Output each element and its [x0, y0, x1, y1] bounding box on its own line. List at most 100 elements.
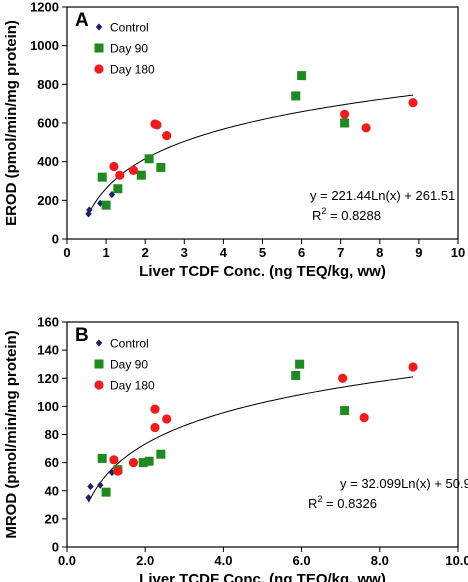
- data-point: [85, 210, 92, 218]
- data-point: [338, 373, 348, 383]
- series-circle: [109, 98, 418, 180]
- data-point: [291, 370, 301, 380]
- y-tick-label: 40: [45, 483, 59, 498]
- chart-panel-a: 0 1 2 3 4 5 6 7 8 9 10 0 200 400 600 800 1000 1200 Liver T…: [3, 0, 465, 280]
- data-point: [408, 362, 418, 372]
- data-point: [87, 482, 94, 491]
- y-tick-label: 60: [45, 455, 59, 470]
- legend-label: Control: [110, 21, 149, 35]
- x-axis-title: Liver TCDF Conc. (ng TEQ/kg, ww): [139, 263, 386, 280]
- legend-label: Day 90: [110, 42, 148, 56]
- legend-marker: [94, 43, 104, 53]
- chart-panel-b: 0.0 2.0 4.0 6.0 8.0 10.0 0 20 40 60 80 100 120 140 160…: [3, 315, 468, 582]
- x-tick-label: 0.0: [58, 553, 76, 568]
- y-tick-label: 1200: [30, 0, 59, 15]
- x-tick-label: 4: [220, 245, 228, 260]
- y-tick-label: 140: [37, 343, 59, 358]
- x-tick-label: 2: [142, 245, 149, 260]
- y-axis-title: MROD (pmol/min/mg protein): [3, 330, 20, 538]
- legend-label: Day 180: [110, 379, 155, 393]
- regression-equation: y = 221.44Ln(x) + 261.51: [310, 188, 455, 203]
- r-squared-superscript: 2: [317, 494, 322, 504]
- data-point: [113, 466, 123, 476]
- data-point: [144, 154, 154, 164]
- data-point: [109, 161, 119, 172]
- x-tick-label: 3: [181, 245, 188, 260]
- y-tick-label: 800: [37, 77, 59, 92]
- data-point: [291, 91, 301, 101]
- y-tick-label: 120: [37, 371, 59, 386]
- legend: Control Day 90 Day 180: [94, 21, 155, 77]
- x-tick-label: 4.0: [214, 553, 232, 568]
- series-diamond: [85, 468, 116, 502]
- data-point: [144, 456, 154, 466]
- x-tick-label: 10: [451, 245, 465, 260]
- data-point: [408, 98, 418, 108]
- legend-label: Day 180: [110, 63, 155, 77]
- r-squared-superscript: 2: [321, 206, 326, 216]
- data-point: [297, 71, 307, 81]
- x-tick-label: 10.0: [445, 553, 468, 568]
- data-point: [162, 130, 172, 141]
- x-tick-label: 5: [259, 245, 266, 260]
- regression-equation: y = 32.099Ln(x) + 50.969: [340, 476, 468, 491]
- data-point: [150, 422, 160, 433]
- y-axis-title: EROD (pmol/min/mg protein): [3, 20, 20, 226]
- data-point: [128, 458, 139, 468]
- y-tick-label: 20: [45, 511, 59, 526]
- y-tick-label: 600: [37, 116, 59, 131]
- data-point: [136, 170, 146, 180]
- trend-line: [88, 94, 414, 215]
- data-point: [97, 172, 107, 182]
- r-squared-value: = 0.8288: [326, 208, 381, 223]
- data-point: [156, 162, 166, 172]
- data-point: [150, 404, 160, 414]
- plot-frame: [66, 321, 459, 548]
- data-point: [97, 481, 104, 489]
- data-point: [101, 200, 111, 210]
- data-point: [86, 206, 93, 214]
- legend-marker: [95, 339, 103, 347]
- y-tick-label: 1000: [30, 38, 59, 53]
- data-point: [340, 118, 350, 128]
- r-squared: R2 = 0.8288: [312, 206, 381, 223]
- data-point: [340, 109, 350, 119]
- data-point: [340, 406, 350, 416]
- data-point: [85, 494, 92, 502]
- data-point: [115, 170, 125, 180]
- series-circle: [109, 362, 418, 476]
- x-tick-label: 8: [376, 245, 383, 260]
- x-tick-label: 6: [298, 245, 305, 260]
- legend-label: Control: [110, 337, 149, 351]
- data-point: [162, 414, 172, 424]
- data-point: [361, 123, 371, 133]
- r-squared-prefix: R: [308, 496, 317, 511]
- data-point: [152, 120, 162, 130]
- y-tick-label: 400: [37, 154, 59, 169]
- r-squared: R2 = 0.8326: [308, 494, 377, 511]
- y-tick-label: 80: [45, 427, 59, 442]
- r-squared-value: = 0.8326: [322, 496, 377, 511]
- y-tick-label: 100: [37, 399, 59, 414]
- x-axis-title: Liver TCDF Conc. (ng TEQ/kg, ww): [139, 571, 386, 582]
- y-tick-label: 160: [37, 315, 59, 330]
- x-tick-label: 1: [102, 245, 109, 260]
- y-tick-label: 0: [52, 540, 59, 555]
- x-tick-label: 9: [415, 245, 422, 260]
- data-point: [295, 359, 305, 369]
- panel-label: B: [75, 325, 89, 346]
- data-point: [97, 453, 107, 463]
- legend-marker: [94, 380, 104, 390]
- legend-label: Day 90: [110, 358, 148, 372]
- data-point: [113, 184, 123, 194]
- legend-marker: [94, 64, 104, 74]
- data-point: [128, 165, 139, 175]
- panel-label: A: [75, 10, 89, 31]
- data-point: [108, 190, 116, 199]
- data-point: [109, 455, 119, 465]
- legend-marker: [95, 23, 103, 31]
- x-tick-label: 7: [337, 245, 344, 260]
- legend: Control Day 90 Day 180: [94, 337, 155, 393]
- x-tick-label: 0: [63, 245, 70, 260]
